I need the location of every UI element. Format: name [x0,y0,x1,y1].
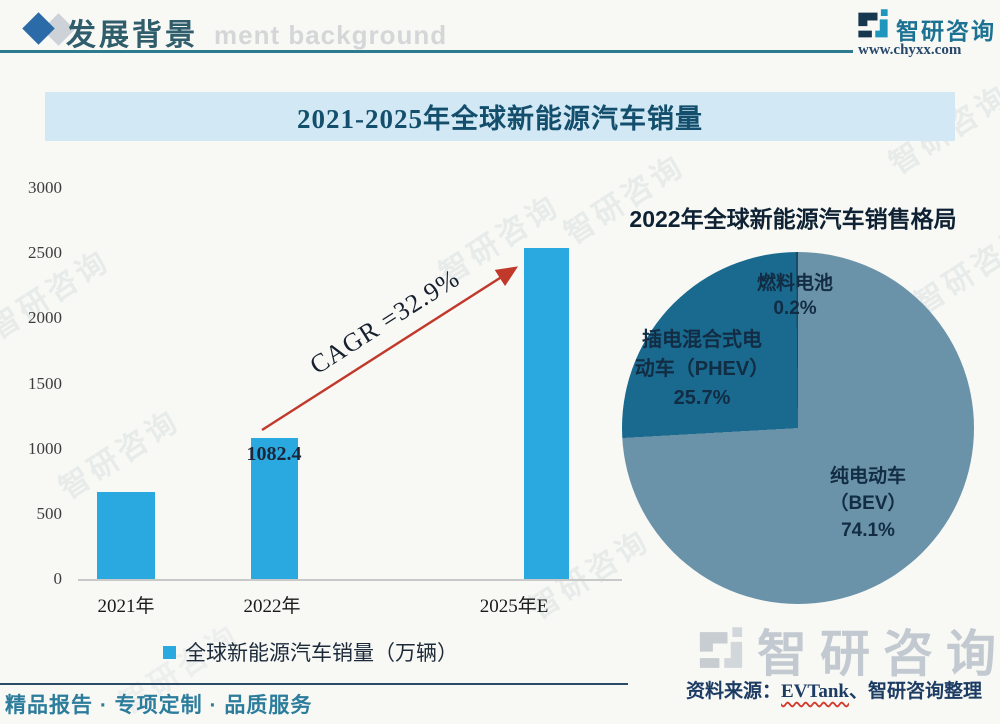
pie-label-value: 25.7% [673,387,731,409]
bar [523,247,569,579]
pie-label-value: 0.2% [773,298,817,319]
brand-url: www.chyxx.com [858,42,962,58]
x-axis-label: 2021年 [97,596,155,617]
header-english-watermark: ment background [214,20,448,50]
bar-value-label: 1082.4 [246,442,302,465]
source-suffix: 、智研咨询整理 [848,681,982,702]
y-tick-label: 3000 [28,178,62,197]
source-prefix: 资料来源： [686,681,782,702]
data-source-line: 资料来源：EVTank、智研咨询整理 [686,676,982,703]
pie-label-text: （BEV） [829,493,907,514]
brand-logo-icon [858,9,888,38]
header-divider [0,50,853,53]
pie-chart-title: 2022年全球新能源汽车销售格局 [629,206,957,232]
chart-title-banner: 2021-2025年全球新能源汽车销量 [45,92,955,141]
y-tick-label: 1000 [28,438,62,458]
x-axis-label: 2025年E [479,596,549,617]
bar [250,437,298,579]
legend-marker-icon [163,645,176,659]
pie-label-bev: 纯电动车 （BEV） 74.1% [778,463,958,544]
pie-label-text: 纯电动车 [829,466,906,487]
pie-chart [622,252,974,604]
pie-label-text: 插电混合式电 [642,329,762,351]
y-tick-label: 500 [36,503,63,523]
pie-label-text: 燃料电池 [756,273,833,294]
pie-label-phev: 插电混合式电 动车（PHEV） 25.7% [612,326,792,413]
bar-chart-legend: 全球新能源汽车销量（万辆） [163,637,458,667]
brand-watermark-text: 智研咨询 [757,626,1000,682]
y-tick-label: 2000 [28,308,62,328]
section-title: 发展背景 [66,19,198,52]
y-tick-label: 2500 [28,243,62,263]
legend-label: 全球新能源汽车销量（万辆） [185,642,458,665]
source-name: EVTank [781,681,849,702]
bottom-brand-watermark: 智研咨询 [695,614,1000,686]
y-tick-label: 1500 [28,373,62,393]
y-tick-label: 0 [53,569,63,588]
pie-label-value: 74.1% [841,520,895,541]
pie-label-fuel-cell: 燃料电池 0.2% [715,271,875,321]
brand-name: 智研咨询 [896,18,996,44]
bar [97,491,155,579]
footer-divider [0,683,628,685]
brand-logo-watermark-icon [699,627,743,668]
chart-title: 2021-2025年全球新能源汽车销量 [297,104,703,134]
x-axis-line [78,579,622,581]
pie-label-text: 动车（PHEV） [634,358,770,380]
footer-slogan: 精品报告 · 专项定制 · 品质服务 [5,694,313,717]
x-axis-label: 2022年 [243,596,301,617]
